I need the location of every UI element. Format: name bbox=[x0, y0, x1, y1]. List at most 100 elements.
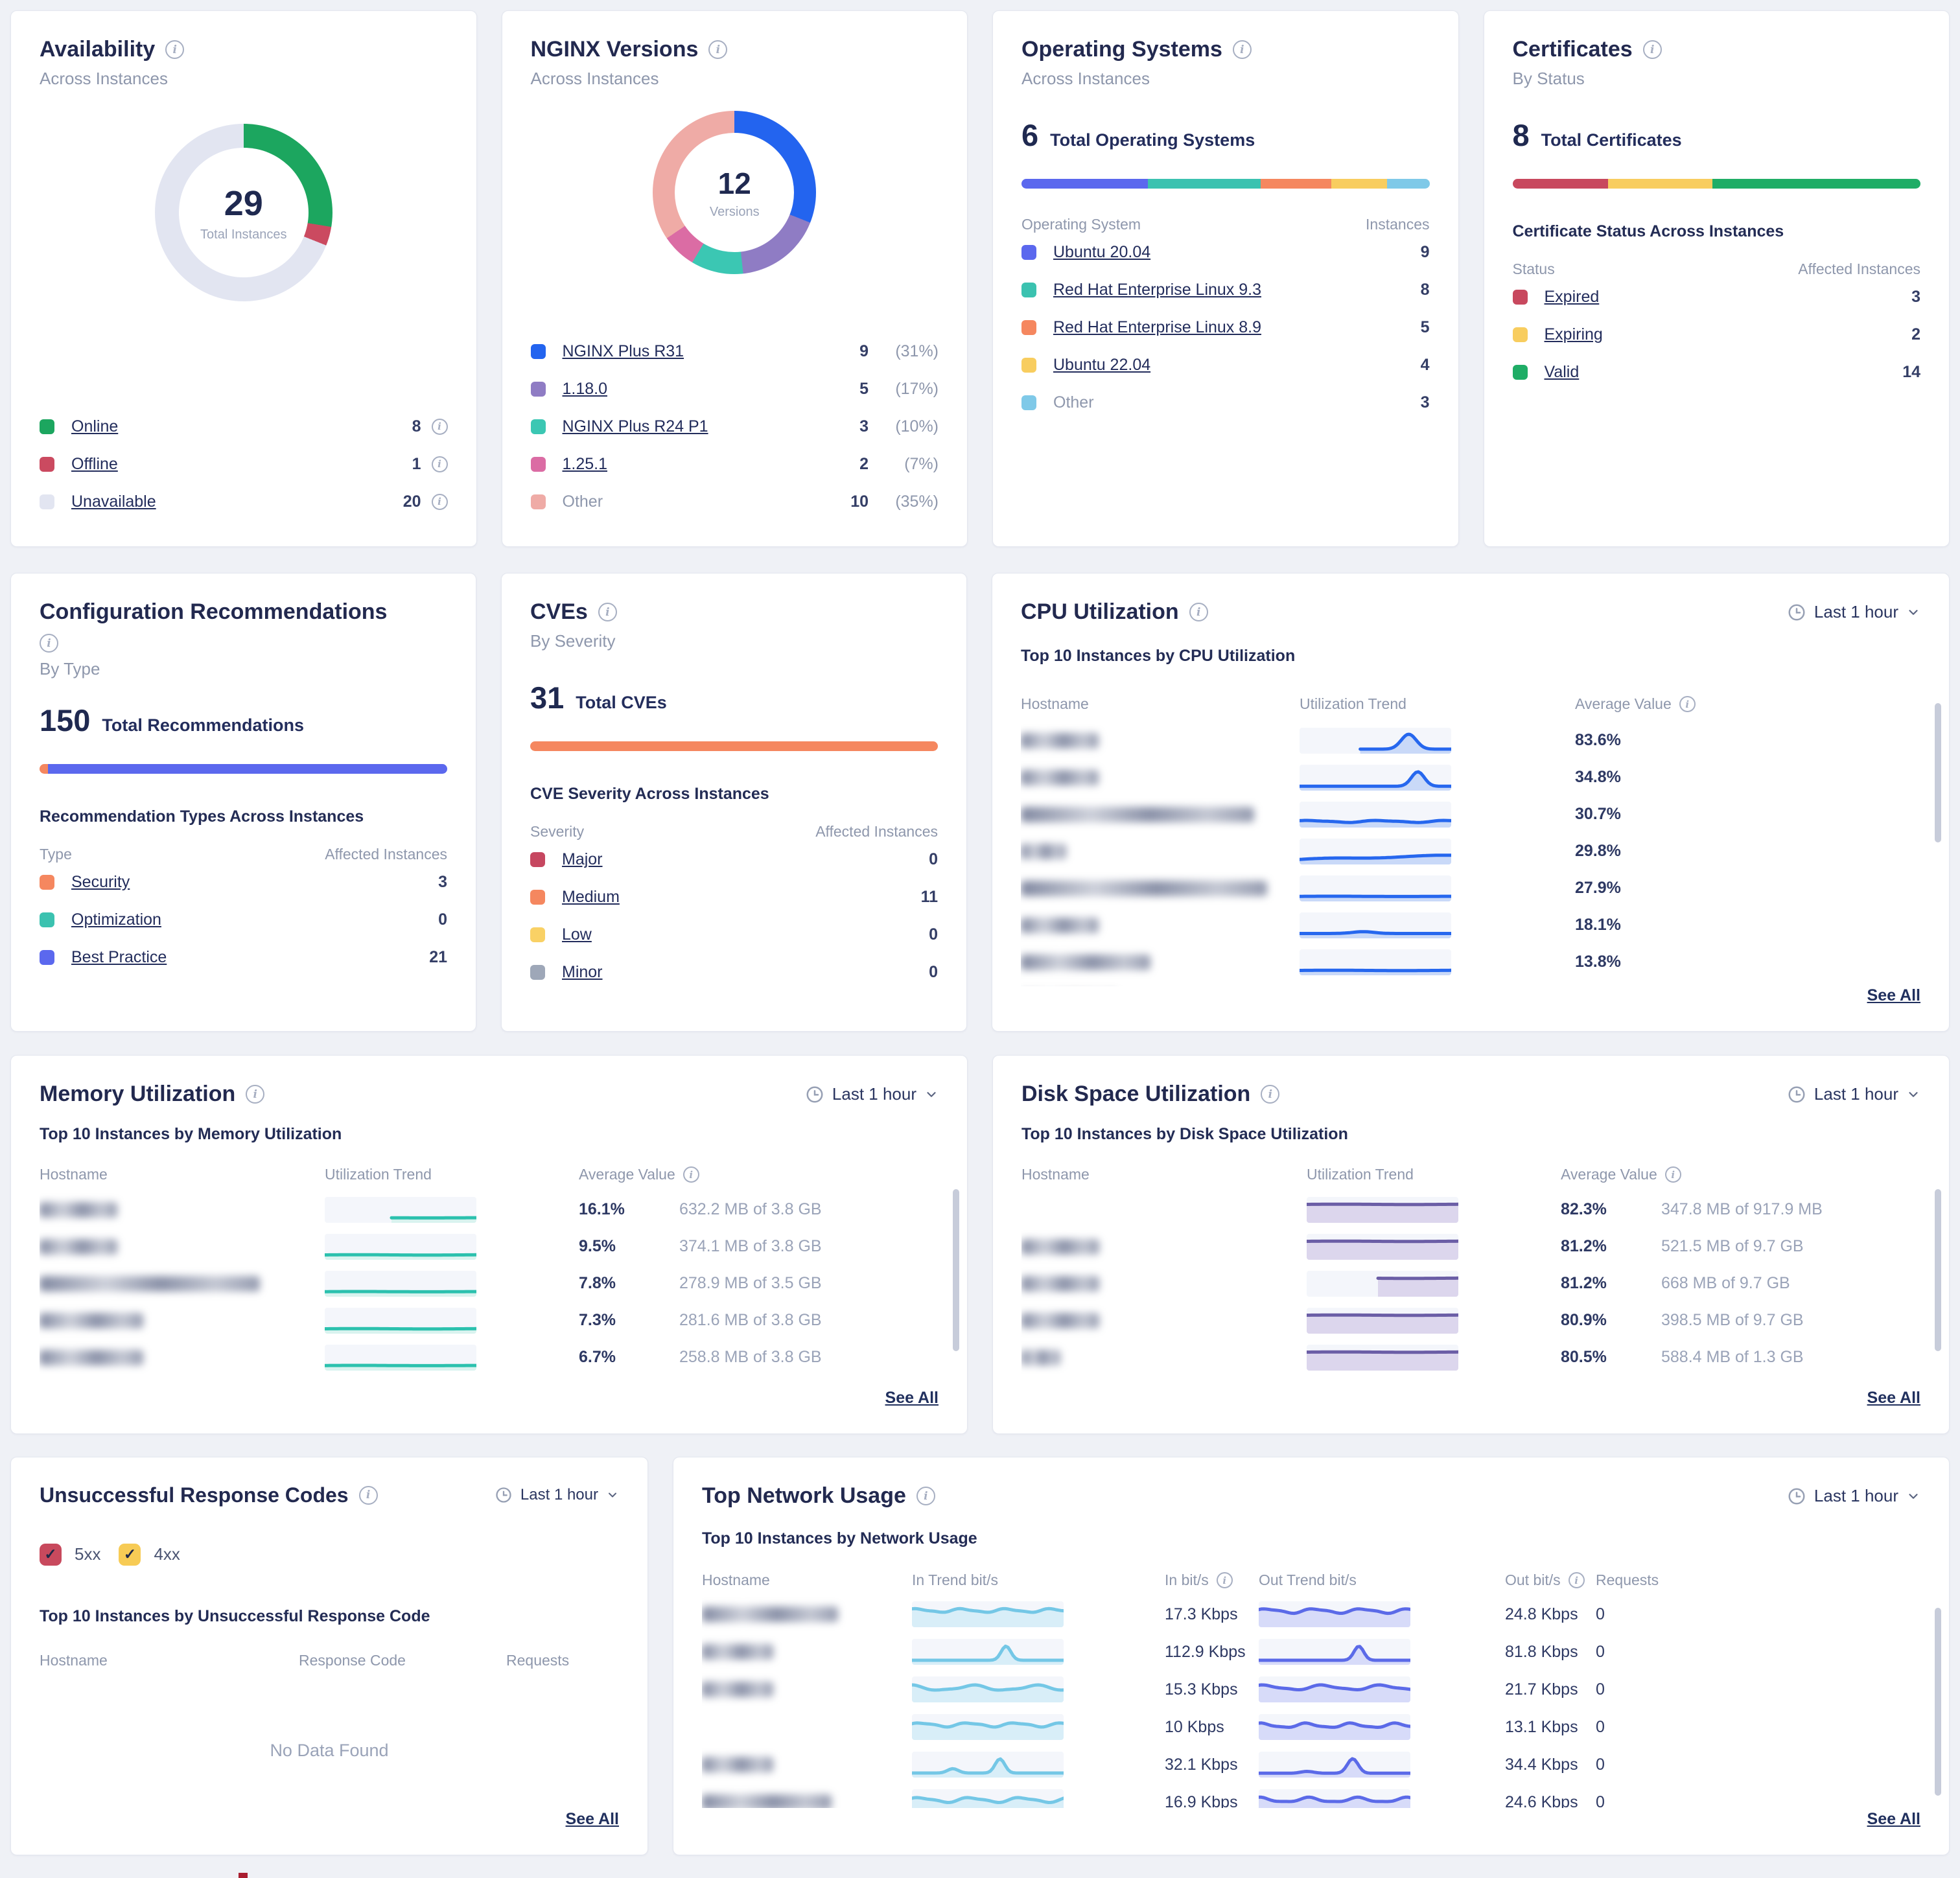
info-icon[interactable]: i bbox=[1664, 1166, 1681, 1183]
hostname-blurred[interactable] bbox=[1021, 732, 1099, 748]
info-icon[interactable]: i bbox=[431, 418, 448, 435]
column-header: Hostname bbox=[1021, 1166, 1090, 1183]
nginx-versions-donut-chart[interactable]: 12 Versions bbox=[653, 111, 817, 275]
hostname-blurred[interactable] bbox=[1021, 917, 1099, 933]
legend-swatch bbox=[1021, 282, 1036, 297]
info-icon[interactable]: i bbox=[682, 1166, 699, 1183]
info-icon[interactable]: i bbox=[165, 40, 185, 60]
time-range-dropdown[interactable]: Last 1 hour bbox=[805, 1084, 939, 1104]
see-all-link[interactable]: See All bbox=[1867, 986, 1920, 1004]
legend-label[interactable]: Best Practice bbox=[71, 947, 167, 966]
info-icon[interactable]: i bbox=[431, 493, 448, 510]
see-all-link[interactable]: See All bbox=[1867, 1810, 1920, 1828]
info-icon[interactable]: i bbox=[708, 40, 728, 60]
average-value: 80.5% bbox=[1561, 1348, 1607, 1367]
sparkline-chart bbox=[1259, 1714, 1410, 1741]
hostname-blurred[interactable] bbox=[40, 1312, 143, 1328]
hostname-blurred[interactable] bbox=[702, 1644, 773, 1660]
table-row: NGINX Plus R24 P1 3 (10%) bbox=[530, 408, 939, 445]
legend-swatch bbox=[530, 852, 545, 867]
hostname-blurred[interactable] bbox=[1021, 769, 1099, 785]
column-header: Requests bbox=[1596, 1571, 1659, 1589]
scrollbar-thumb[interactable] bbox=[1935, 1608, 1941, 1796]
info-icon[interactable]: i bbox=[431, 456, 448, 472]
info-icon[interactable]: i bbox=[1189, 603, 1208, 622]
info-icon[interactable]: i bbox=[40, 634, 58, 653]
table-row: 1.18.0 5 (17%) bbox=[530, 370, 939, 408]
info-icon[interactable]: i bbox=[1232, 40, 1252, 60]
legend-label[interactable]: 1.25.1 bbox=[562, 454, 608, 473]
legend-label[interactable]: Medium bbox=[562, 887, 620, 906]
hostname-blurred[interactable] bbox=[1021, 806, 1254, 822]
hostname-blurred[interactable] bbox=[702, 1606, 838, 1623]
checkbox-4xx[interactable]: ✓ bbox=[119, 1543, 141, 1566]
info-icon[interactable]: i bbox=[598, 603, 617, 622]
info-icon[interactable]: i bbox=[246, 1085, 265, 1104]
legend-label[interactable]: Red Hat Enterprise Linux 8.9 bbox=[1053, 318, 1262, 336]
legend-label[interactable]: NGINX Plus R24 P1 bbox=[562, 417, 708, 435]
see-all-link[interactable]: See All bbox=[1867, 1389, 1920, 1407]
info-icon[interactable]: i bbox=[1261, 1085, 1280, 1104]
scrollbar-thumb[interactable] bbox=[1935, 703, 1941, 842]
legend-label[interactable]: Optimization bbox=[71, 910, 161, 929]
hostname-blurred[interactable] bbox=[40, 1238, 117, 1255]
clock-icon bbox=[1788, 604, 1805, 621]
hostname-blurred[interactable] bbox=[1021, 1275, 1099, 1292]
hostname-blurred[interactable] bbox=[1021, 1349, 1060, 1365]
legend-label[interactable]: Red Hat Enterprise Linux 9.3 bbox=[1053, 280, 1262, 299]
hostname-blurred[interactable] bbox=[1021, 1312, 1099, 1328]
legend-label[interactable]: Minor bbox=[562, 962, 603, 981]
info-icon[interactable]: i bbox=[358, 1485, 378, 1505]
legend-label[interactable]: Security bbox=[71, 872, 130, 891]
table-row: Valid 14 bbox=[1512, 353, 1920, 391]
hostname-blurred[interactable] bbox=[40, 1349, 143, 1365]
legend-label[interactable]: Ubuntu 20.04 bbox=[1053, 242, 1151, 261]
time-range-dropdown[interactable]: Last 1 hour bbox=[1787, 1084, 1920, 1104]
info-icon[interactable]: i bbox=[916, 1487, 935, 1506]
hostname-blurred[interactable] bbox=[40, 1275, 260, 1292]
column-header: Affected Instances bbox=[325, 846, 447, 863]
hostname-blurred[interactable] bbox=[40, 1201, 117, 1218]
total-count: 31 bbox=[530, 680, 565, 715]
hostname-blurred[interactable] bbox=[1021, 843, 1066, 859]
legend-label[interactable]: Expired bbox=[1544, 287, 1600, 306]
legend-label[interactable]: Valid bbox=[1544, 362, 1580, 381]
time-range-dropdown[interactable]: Last 1 hour bbox=[1787, 1486, 1920, 1506]
see-all-link[interactable]: See All bbox=[885, 1389, 939, 1407]
scrollbar-thumb[interactable] bbox=[953, 1189, 959, 1351]
info-icon[interactable]: i bbox=[1679, 696, 1696, 713]
hostname-blurred[interactable] bbox=[1021, 1238, 1099, 1255]
average-value: 81.2% bbox=[1561, 1237, 1607, 1256]
info-icon[interactable]: i bbox=[1568, 1572, 1585, 1589]
total-count: 150 bbox=[40, 703, 91, 738]
see-all-link[interactable]: See All bbox=[565, 1810, 619, 1828]
card-nginx-versions: NGINX Versions i Across Instances 12 Ver… bbox=[501, 10, 968, 547]
hostname-blurred[interactable] bbox=[702, 1682, 773, 1698]
legend-label[interactable]: Online bbox=[71, 417, 119, 435]
legend-label[interactable]: Low bbox=[562, 925, 592, 944]
hostname-blurred[interactable] bbox=[702, 1757, 773, 1773]
info-icon[interactable]: i bbox=[1216, 1572, 1233, 1589]
legend-label[interactable]: Ubuntu 22.04 bbox=[1053, 355, 1151, 374]
legend-label[interactable]: Offline bbox=[71, 454, 118, 473]
hostname-blurred[interactable] bbox=[702, 1794, 832, 1809]
hostname-blurred[interactable] bbox=[1021, 954, 1150, 970]
availability-donut-chart[interactable]: 29 Total Instances bbox=[154, 124, 332, 302]
time-range-dropdown[interactable]: Last 1 hour bbox=[495, 1486, 619, 1504]
legend-value: 9 bbox=[1420, 242, 1430, 261]
bar-segment bbox=[1148, 179, 1261, 189]
checkbox-5xx[interactable]: ✓ bbox=[40, 1543, 62, 1566]
legend-label[interactable]: 1.18.0 bbox=[562, 379, 608, 398]
legend-label[interactable]: NGINX Plus R31 bbox=[562, 342, 684, 360]
info-icon[interactable]: i bbox=[1642, 40, 1662, 60]
legend-label[interactable]: Unavailable bbox=[71, 492, 156, 511]
bar-segment bbox=[47, 764, 447, 774]
sparkline-chart bbox=[1259, 1639, 1410, 1665]
column-header: Status bbox=[1512, 261, 1555, 278]
legend-label[interactable]: Expiring bbox=[1544, 325, 1603, 343]
hostname-blurred[interactable] bbox=[1021, 880, 1267, 896]
time-range-dropdown[interactable]: Last 1 hour bbox=[1787, 602, 1920, 622]
legend-value: 3 bbox=[438, 872, 447, 891]
scrollbar-thumb[interactable] bbox=[1935, 1189, 1941, 1351]
legend-label[interactable]: Major bbox=[562, 850, 603, 868]
